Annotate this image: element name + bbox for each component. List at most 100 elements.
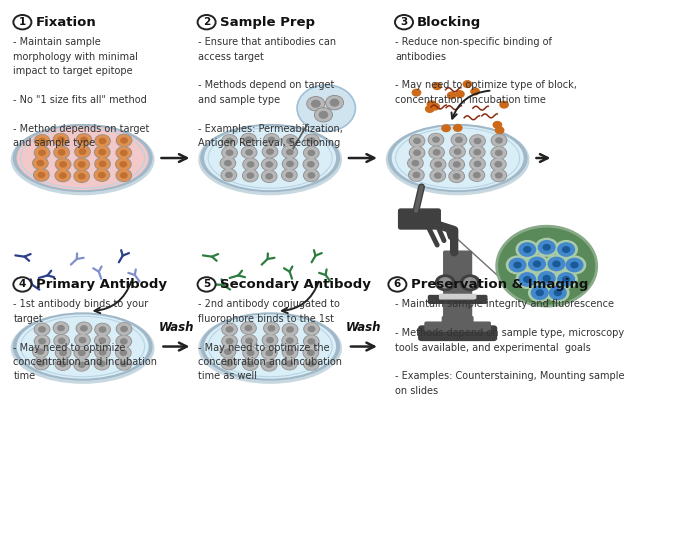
Circle shape — [264, 134, 279, 146]
Circle shape — [450, 146, 466, 158]
Circle shape — [244, 359, 257, 370]
Circle shape — [34, 346, 47, 357]
Circle shape — [263, 335, 276, 346]
Circle shape — [281, 357, 297, 370]
Circle shape — [429, 146, 444, 158]
Circle shape — [303, 158, 319, 170]
Circle shape — [264, 322, 279, 334]
Circle shape — [266, 362, 272, 367]
Circle shape — [464, 278, 477, 288]
Circle shape — [222, 335, 237, 347]
Circle shape — [96, 158, 109, 169]
Circle shape — [226, 327, 232, 332]
Circle shape — [304, 324, 318, 334]
Circle shape — [435, 275, 455, 291]
Circle shape — [120, 339, 127, 344]
Circle shape — [226, 150, 233, 155]
Circle shape — [60, 362, 66, 367]
Circle shape — [99, 172, 105, 178]
Circle shape — [265, 134, 278, 145]
Circle shape — [304, 135, 318, 146]
Circle shape — [95, 358, 108, 369]
Circle shape — [225, 172, 232, 178]
Circle shape — [496, 150, 502, 156]
FancyBboxPatch shape — [440, 295, 476, 299]
Circle shape — [414, 150, 420, 155]
Circle shape — [282, 158, 298, 170]
Circle shape — [286, 338, 293, 343]
Circle shape — [34, 135, 50, 147]
Text: Sample Prep: Sample Prep — [220, 16, 315, 29]
Ellipse shape — [13, 312, 153, 381]
Circle shape — [57, 159, 70, 170]
Circle shape — [38, 138, 46, 143]
Circle shape — [506, 256, 528, 274]
Circle shape — [75, 360, 88, 370]
Circle shape — [241, 134, 255, 145]
Circle shape — [221, 169, 237, 181]
Circle shape — [282, 324, 298, 335]
Circle shape — [77, 323, 91, 334]
Circle shape — [283, 147, 297, 157]
Circle shape — [55, 170, 71, 181]
Text: Wash: Wash — [346, 321, 382, 334]
Circle shape — [246, 338, 252, 343]
Circle shape — [312, 100, 320, 107]
Ellipse shape — [17, 126, 148, 190]
Circle shape — [34, 158, 47, 169]
Circle shape — [243, 347, 258, 359]
Circle shape — [286, 172, 293, 178]
Circle shape — [38, 327, 46, 332]
Circle shape — [116, 335, 132, 348]
Circle shape — [78, 351, 85, 356]
Circle shape — [58, 325, 64, 330]
Circle shape — [99, 338, 106, 343]
Circle shape — [494, 122, 502, 128]
Circle shape — [304, 159, 318, 170]
Circle shape — [558, 273, 575, 286]
Circle shape — [497, 226, 596, 306]
Circle shape — [76, 134, 92, 146]
Circle shape — [283, 170, 296, 180]
Circle shape — [94, 169, 109, 181]
Circle shape — [226, 339, 233, 344]
Circle shape — [470, 146, 485, 158]
Circle shape — [491, 134, 507, 147]
Circle shape — [543, 245, 550, 250]
Circle shape — [55, 134, 68, 145]
Circle shape — [35, 136, 49, 146]
Circle shape — [95, 158, 110, 170]
Circle shape — [80, 326, 87, 331]
Circle shape — [75, 159, 88, 170]
Circle shape — [242, 147, 256, 158]
Circle shape — [33, 157, 48, 169]
Circle shape — [99, 327, 106, 332]
Circle shape — [281, 169, 297, 181]
Circle shape — [116, 134, 132, 147]
Circle shape — [197, 277, 216, 292]
Circle shape — [38, 339, 46, 344]
Circle shape — [266, 174, 272, 179]
Circle shape — [78, 362, 85, 367]
Circle shape — [246, 150, 252, 155]
Circle shape — [410, 147, 424, 158]
Text: 4: 4 — [19, 279, 26, 290]
Circle shape — [304, 335, 319, 348]
Circle shape — [287, 138, 293, 143]
Circle shape — [450, 171, 463, 181]
Circle shape — [222, 147, 237, 159]
FancyBboxPatch shape — [444, 251, 472, 325]
Circle shape — [519, 273, 536, 286]
Circle shape — [452, 134, 466, 145]
Circle shape — [491, 158, 506, 170]
Circle shape — [221, 357, 237, 370]
Circle shape — [117, 347, 130, 358]
Circle shape — [454, 124, 462, 131]
Circle shape — [95, 135, 110, 147]
Circle shape — [55, 335, 69, 346]
Circle shape — [223, 147, 237, 158]
Circle shape — [266, 351, 272, 356]
Circle shape — [120, 162, 127, 167]
Circle shape — [412, 161, 419, 166]
Text: - Maintain sample integrity and fluorescence

- Methods depend on sample type, m: - Maintain sample integrity and fluoresc… — [395, 300, 624, 396]
